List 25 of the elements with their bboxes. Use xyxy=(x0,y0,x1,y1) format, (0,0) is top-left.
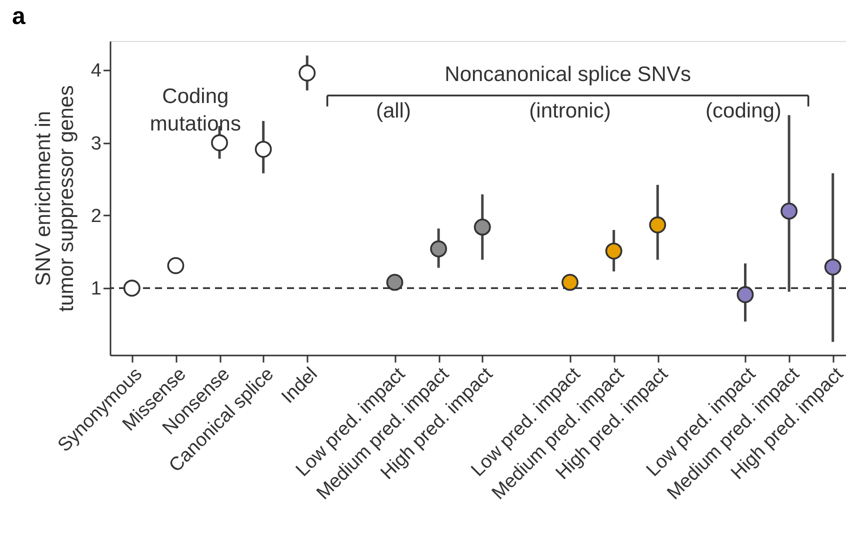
point xyxy=(211,134,228,152)
annotation: (intronic) xyxy=(529,100,611,123)
y-tick-label: 1 xyxy=(90,278,102,300)
point xyxy=(474,218,491,236)
annotation: Noncanonical splice SNVs xyxy=(444,63,691,86)
annotation: (coding) xyxy=(706,100,782,123)
chart-title: a xyxy=(12,3,26,30)
y-tick-label: 2 xyxy=(90,206,102,227)
point xyxy=(430,240,448,258)
y-tick-label: 3 xyxy=(90,133,102,154)
point xyxy=(605,242,622,260)
point xyxy=(123,280,140,297)
annotation: Coding mutations xyxy=(150,84,241,136)
point xyxy=(824,258,842,276)
point xyxy=(254,140,272,158)
annotation: (all) xyxy=(376,100,411,123)
y-tick-label: 4 xyxy=(90,60,102,82)
point xyxy=(386,274,404,291)
point xyxy=(649,216,666,234)
point xyxy=(780,202,798,220)
point xyxy=(562,274,578,291)
point xyxy=(167,257,184,274)
point xyxy=(298,64,316,82)
point xyxy=(736,286,754,304)
y-axis-title: SNV enrichment in tumor suppressor genes xyxy=(32,85,78,312)
